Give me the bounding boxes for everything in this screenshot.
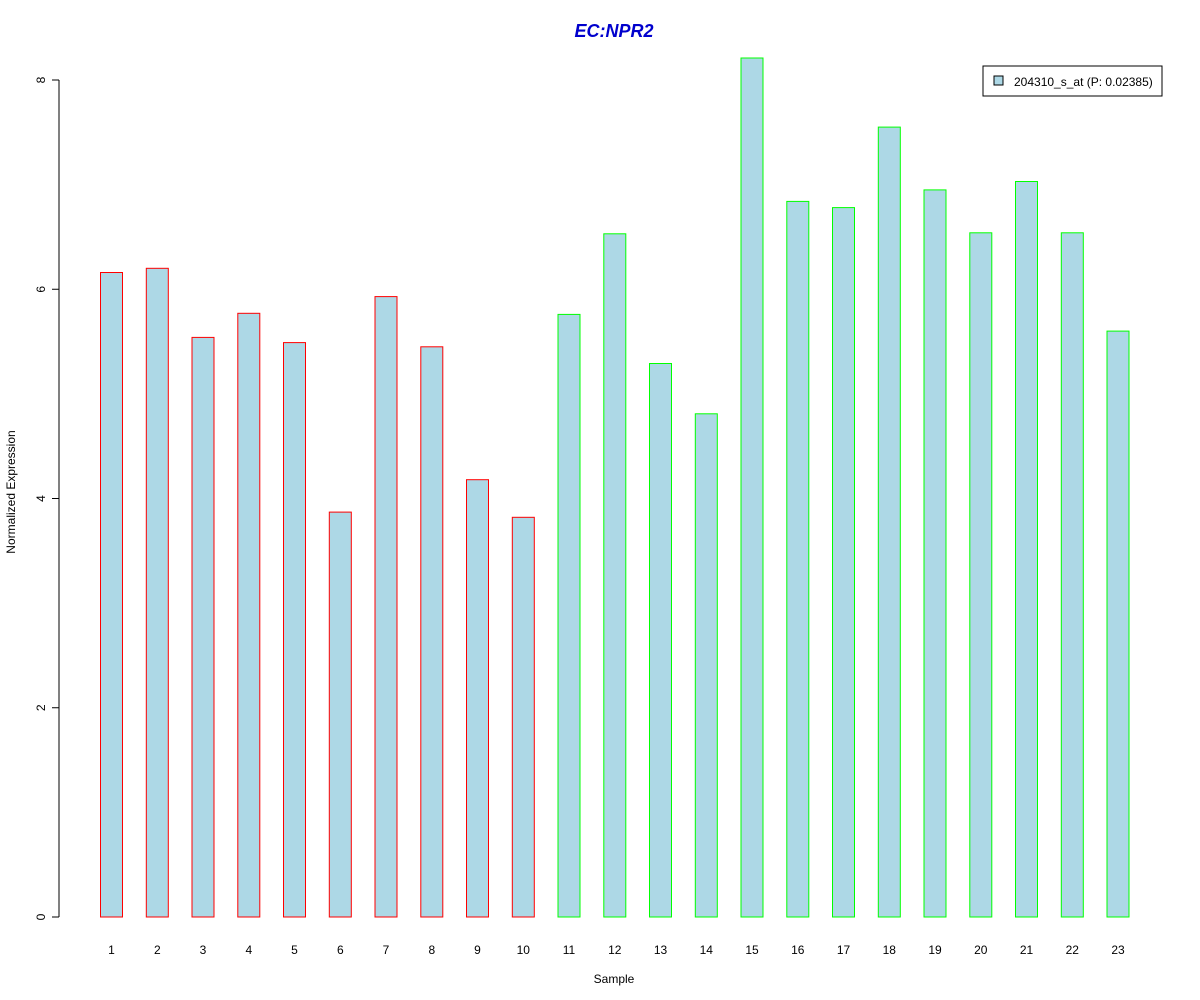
x-tick-label: 11 (563, 943, 576, 957)
x-tick-label: 15 (745, 943, 759, 957)
bar-sample-11 (557, 313, 581, 918)
y-tick-label: 2 (34, 704, 48, 711)
bar-sample-16 (786, 200, 810, 918)
bars (100, 57, 1130, 918)
chart-title: EC:NPR2 (574, 21, 653, 41)
x-tick-label: 5 (291, 943, 298, 957)
bar-sample-3 (191, 336, 215, 918)
bar-sample-4 (237, 312, 261, 918)
bar-sample-14 (694, 413, 718, 918)
x-tick-label: 12 (608, 943, 622, 957)
bar-sample-7 (374, 296, 398, 918)
y-axis: 0 2 4 6 8 (34, 76, 60, 920)
x-tick-label: 3 (200, 943, 207, 957)
x-tick-label: 23 (1111, 943, 1125, 957)
x-tick-label: 16 (791, 943, 805, 957)
x-tick-label: 19 (928, 943, 942, 957)
x-tick-label: 10 (517, 943, 531, 957)
legend: 204310_s_at (P: 0.02385) (982, 65, 1163, 97)
bar-sample-15 (740, 57, 764, 918)
x-tick-label: 1 (108, 943, 115, 957)
y-tick-label: 6 (34, 286, 48, 293)
bar-sample-22 (1060, 232, 1084, 918)
bar-sample-18 (877, 126, 901, 918)
y-tick-label: 0 (34, 913, 48, 920)
x-tick-label: 9 (474, 943, 481, 957)
bar-sample-10 (511, 516, 535, 918)
x-axis-title: Sample (594, 972, 635, 986)
x-tick-label: 4 (245, 943, 252, 957)
bar-sample-13 (649, 363, 672, 918)
x-tick-label: 2 (154, 943, 161, 957)
legend-box (982, 65, 1163, 97)
x-tick-label: 21 (1020, 943, 1034, 957)
y-tick-label: 8 (34, 76, 48, 83)
y-tick-label: 4 (34, 495, 48, 502)
x-tick-label: 13 (654, 943, 668, 957)
bar-sample-20 (969, 232, 993, 918)
legend-swatch (993, 75, 1004, 86)
bar-sample-2 (145, 267, 169, 918)
x-tick-label: 20 (974, 943, 988, 957)
x-tick-label: 7 (383, 943, 390, 957)
x-tick-label: 14 (700, 943, 714, 957)
bar-sample-17 (832, 207, 855, 918)
bar-sample-5 (283, 342, 306, 918)
x-axis-labels: 1 2 3 4 5 6 7 8 9 10 11 12 13 14 15 16 17 18 19 20 21 22 23 (108, 943, 1125, 957)
legend-label: 204310_s_at (P: 0.02385) (1014, 75, 1153, 89)
bar-sample-6 (328, 511, 352, 918)
x-tick-label: 18 (883, 943, 897, 957)
bar-sample-21 (1015, 181, 1038, 918)
x-tick-label: 6 (337, 943, 344, 957)
bar-sample-8 (420, 346, 444, 918)
x-tick-label: 22 (1066, 943, 1080, 957)
x-tick-label: 8 (428, 943, 435, 957)
bar-sample-9 (466, 479, 489, 918)
bar-sample-1 (100, 272, 123, 918)
x-tick-label: 17 (837, 943, 851, 957)
bar-sample-23 (1106, 330, 1130, 918)
bar-sample-12 (603, 233, 627, 918)
bar-sample-19 (923, 189, 947, 918)
y-axis-title: Normalized Expression (4, 430, 18, 553)
